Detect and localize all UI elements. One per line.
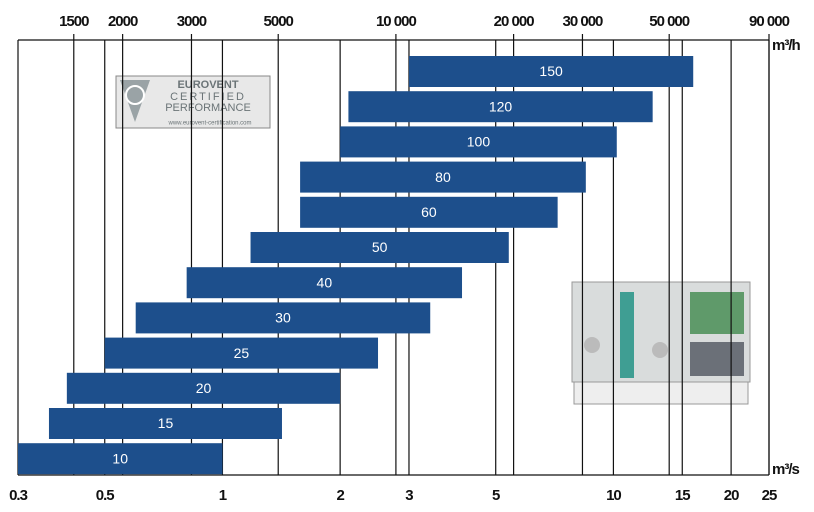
- bar-label: 20: [196, 380, 212, 396]
- x-tick-label: 3: [405, 487, 413, 504]
- x-tick-label: 10: [606, 487, 621, 504]
- bar-label: 50: [372, 239, 388, 255]
- unit-port: [652, 342, 668, 358]
- unit-section: [690, 342, 744, 376]
- x2-tick-label: 2000: [108, 13, 138, 30]
- bar: [348, 91, 653, 123]
- x-unit: m³/s: [772, 461, 800, 478]
- x2-tick-label: 50 000: [649, 13, 690, 30]
- x2-tick-label: 90 000: [749, 13, 790, 30]
- x2-tick-label: 30 000: [563, 13, 604, 30]
- logo-ring: [125, 85, 145, 105]
- bar: [186, 267, 463, 299]
- bar: [48, 408, 282, 439]
- x-tick-label: 0.3: [9, 487, 28, 504]
- unit-base: [573, 381, 749, 405]
- eurovent-logo: EUROVENT CERTIFIED PERFORMANCE www.eurov…: [115, 75, 271, 129]
- bar: [300, 161, 586, 193]
- bar-label: 100: [467, 134, 491, 150]
- bar-label: 40: [317, 274, 333, 290]
- bar-label: 10: [112, 450, 128, 466]
- logo-url: www.eurovent-certification.com: [167, 121, 251, 127]
- unit-port: [584, 337, 600, 353]
- bar: [340, 126, 617, 158]
- x-tick-label: 1: [219, 487, 227, 504]
- bar: [408, 56, 694, 87]
- x2-tick-label: 10 000: [376, 13, 417, 30]
- bar: [66, 372, 341, 404]
- x-tick-label: 5: [492, 487, 500, 504]
- bar: [104, 337, 379, 369]
- unit-panel: [620, 292, 634, 378]
- x2-tick-label: 20 000: [494, 13, 535, 30]
- product-photo: [571, 281, 751, 405]
- bar-label: 30: [275, 310, 291, 326]
- bar-label: 60: [421, 204, 437, 220]
- x-tick-label: 20: [724, 487, 739, 504]
- logo-brand: EUROVENT: [177, 79, 238, 91]
- x2-tick-label: 1500: [59, 13, 89, 30]
- bar-label: 25: [234, 345, 250, 361]
- x-tick-label: 25: [762, 487, 777, 504]
- unit-coil: [690, 292, 744, 334]
- bar: [300, 196, 558, 228]
- bar-label: 15: [158, 415, 174, 431]
- bar-label: 120: [489, 98, 513, 114]
- logo-line: CERTIFIED: [170, 91, 246, 103]
- bar: [18, 443, 223, 475]
- bar: [135, 302, 431, 334]
- bar-label: 80: [435, 169, 451, 185]
- x2-tick-label: 5000: [264, 13, 294, 30]
- logo-line: PERFORMANCE: [165, 102, 251, 114]
- bar: [250, 232, 509, 263]
- x-tick-label: 15: [675, 487, 690, 504]
- x2-unit: m³/h: [772, 37, 801, 54]
- x-tick-label: 2: [336, 487, 344, 504]
- x-tick-label: 0.5: [96, 487, 115, 504]
- x2-tick-label: 3000: [177, 13, 207, 30]
- bar-label: 150: [539, 63, 563, 79]
